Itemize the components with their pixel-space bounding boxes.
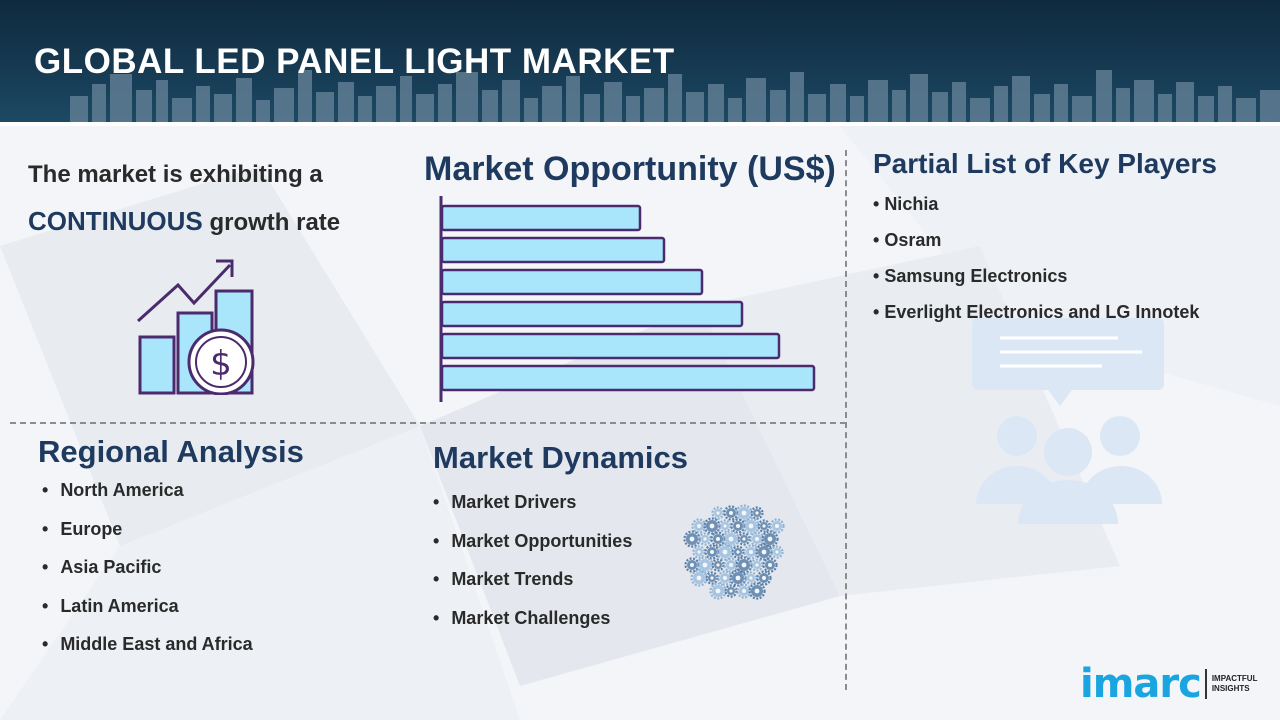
- vertical-divider: [845, 150, 847, 690]
- gear-icon: [755, 543, 773, 561]
- chart-bar: [440, 268, 704, 296]
- gear-icon: [769, 518, 785, 534]
- gear-icon: [683, 530, 701, 548]
- gear-icon: [723, 557, 739, 573]
- gear-icon: [744, 571, 758, 585]
- gear-icon: [722, 530, 740, 548]
- svg-text:$: $: [210, 344, 232, 384]
- chart-bar: [440, 236, 666, 264]
- growth-highlight: CONTINUOUS: [28, 206, 203, 236]
- list-item: Middle East and Africa: [42, 632, 252, 671]
- players-title: Partial List of Key Players: [873, 148, 1217, 179]
- gear-icon: [748, 582, 766, 600]
- chart-bar: [440, 300, 744, 328]
- list-item: Europe: [42, 517, 253, 556]
- people-discussion-icon: [972, 318, 1164, 524]
- gear-icon: [757, 519, 771, 533]
- gear-icon: [717, 570, 733, 586]
- gear-icon: [710, 531, 726, 547]
- list-item: North America: [42, 478, 253, 517]
- gear-icon: [705, 571, 719, 585]
- gear-icon: [704, 544, 720, 560]
- growth-chart-dollar-icon: $: [136, 259, 255, 395]
- gear-icon: [711, 558, 725, 572]
- gear-icon: [703, 517, 721, 535]
- list-item: Nichia: [873, 192, 1199, 228]
- logo-wordmark: imarc: [1080, 661, 1202, 707]
- logo-separator: [1204, 669, 1207, 699]
- growth-line-2: CONTINUOUS growth rate: [28, 198, 408, 246]
- logo-tagline-1: IMPACTFUL: [1211, 674, 1258, 683]
- gear-icon: [770, 545, 784, 559]
- gear-icon: [750, 558, 764, 572]
- growth-line-2-rest: growth rate: [209, 209, 341, 236]
- gear-icon: [730, 518, 746, 534]
- gear-icon: [742, 517, 760, 535]
- opportunity-bar-chart: [439, 196, 816, 402]
- regional-title: Regional Analysis: [38, 434, 304, 469]
- chart-bar: [440, 332, 781, 360]
- gear-icon: [731, 545, 745, 559]
- gear-icon: [696, 556, 714, 574]
- list-item: Osram: [873, 228, 1199, 264]
- gear-icon: [749, 531, 765, 547]
- gear-icon: [724, 584, 738, 598]
- gears-sphere-icon: [683, 504, 785, 600]
- players-list: Nichia Osram Samsung Electronics Everlig…: [873, 192, 1199, 336]
- list-item: Latin America: [42, 594, 253, 633]
- dynamics-title: Market Dynamics: [433, 440, 689, 475]
- gear-icon: [690, 569, 708, 587]
- gear-icon: [735, 504, 753, 522]
- dynamics-list: Market Drivers Market Opportunities Mark…: [433, 490, 632, 644]
- horizontal-divider: [10, 422, 846, 424]
- gear-icon: [709, 582, 727, 600]
- list-item: Market Trends: [433, 567, 632, 606]
- gear-icon: [737, 532, 751, 546]
- list-item: Asia Pacific: [42, 555, 253, 594]
- logo-tagline: IMPACTFUL INSIGHTS: [1212, 674, 1258, 694]
- gear-icon: [691, 518, 707, 534]
- city-skyline-icon: [0, 70, 1280, 126]
- list-item: Market Challenges: [433, 606, 632, 645]
- chart-bar: [440, 364, 816, 392]
- growth-statement: The market is exhibiting a CONTINUOUS gr…: [28, 152, 408, 246]
- regional-list: North America Europe Asia Pacific Latin …: [42, 478, 253, 671]
- gear-icon: [723, 505, 739, 521]
- gear-icon: [711, 506, 725, 520]
- list-item: Market Drivers: [433, 490, 632, 529]
- gear-icon: [743, 544, 759, 560]
- gear-icon: [729, 569, 747, 587]
- gear-icon: [762, 557, 778, 573]
- gear-icon: [756, 570, 772, 586]
- gear-icon: [750, 506, 764, 520]
- list-item: Everlight Electronics and LG Innotek: [873, 300, 1199, 336]
- gear-icon: [692, 545, 706, 559]
- gear-icon: [735, 556, 753, 574]
- gear-icon: [684, 557, 700, 573]
- header-banner: GLOBAL LED PANEL LIGHT MARKET: [0, 0, 1280, 126]
- list-item: Market Opportunities: [433, 529, 632, 568]
- gear-icon: [761, 530, 779, 548]
- growth-line-1: The market is exhibiting a: [28, 161, 323, 188]
- opportunity-title: Market Opportunity (US$): [424, 150, 836, 188]
- gear-icon: [716, 543, 734, 561]
- logo-tagline-2: INSIGHTS: [1211, 684, 1250, 693]
- gear-icon: [736, 583, 752, 599]
- imarc-logo: imarc IMPACTFUL INSIGHTS: [1080, 664, 1257, 704]
- chart-bar: [440, 204, 642, 232]
- list-item: Samsung Electronics: [873, 264, 1199, 300]
- gear-icon: [718, 519, 732, 533]
- page-title: GLOBAL LED PANEL LIGHT MARKET: [34, 42, 675, 81]
- gear-icon: [698, 532, 712, 546]
